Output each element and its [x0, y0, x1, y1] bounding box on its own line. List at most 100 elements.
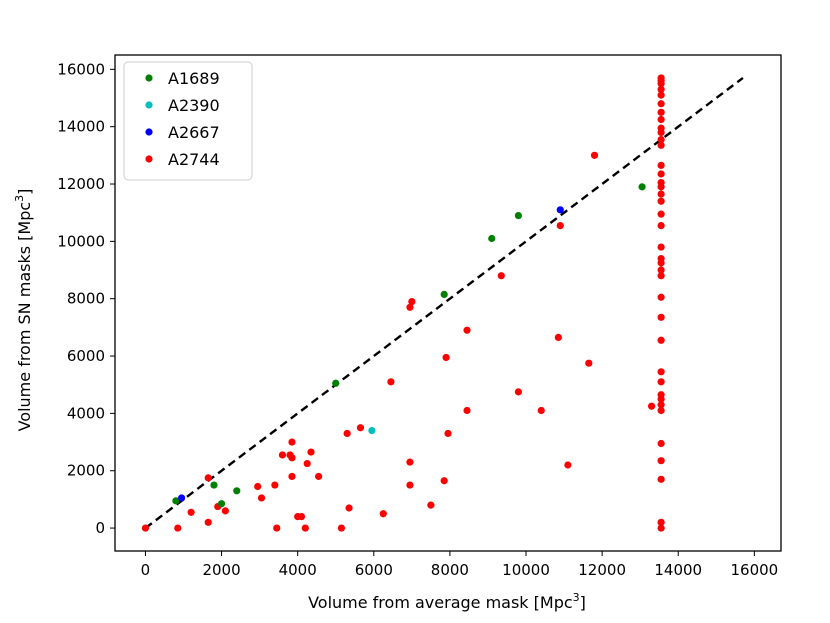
data-point	[657, 91, 665, 99]
data-point	[444, 429, 452, 438]
series-A2744	[141, 74, 665, 532]
y-tick-label: 8000	[67, 290, 105, 308]
legend-marker	[145, 128, 153, 136]
data-point	[554, 333, 562, 342]
series-A2667	[178, 206, 564, 502]
data-point	[172, 497, 180, 505]
data-point	[288, 438, 296, 446]
legend: A1689 A2390 A2667 A2744	[123, 61, 253, 181]
data-point	[178, 494, 186, 502]
data-point	[537, 406, 545, 415]
data-point	[657, 368, 665, 376]
y-axis-label-close: ]	[15, 189, 34, 195]
x-tick-label: 6000	[355, 561, 393, 579]
data-point	[657, 401, 665, 409]
series-A1689	[172, 183, 646, 508]
y-tick-label: 4000	[67, 404, 105, 422]
data-point	[463, 406, 471, 415]
data-point	[638, 183, 646, 191]
data-point	[406, 458, 414, 466]
data-point	[657, 243, 665, 251]
legend-marker	[145, 155, 153, 163]
data-point	[273, 524, 281, 532]
data-point	[288, 472, 296, 481]
y-axis-label-exponent: 3	[13, 195, 26, 202]
data-point	[657, 266, 665, 274]
x-tick-label: 0	[141, 561, 151, 579]
data-point	[187, 508, 195, 516]
plot-border	[114, 54, 782, 552]
reference-line-group	[144, 76, 744, 530]
data-point	[257, 494, 266, 502]
x-tick-label: 10000	[502, 561, 550, 579]
legend-marker	[145, 74, 153, 82]
data-point	[301, 524, 309, 532]
data-point	[303, 459, 311, 468]
data-point	[657, 170, 665, 178]
x-tick-label: 12000	[578, 561, 626, 579]
data-point	[564, 461, 572, 469]
data-point	[210, 481, 218, 489]
data-point	[657, 124, 665, 132]
legend-label: A2744	[168, 150, 220, 169]
data-point	[657, 378, 665, 386]
x-tick-label: 4000	[279, 561, 317, 579]
y-tick-label: 2000	[67, 462, 105, 480]
data-point	[332, 379, 340, 387]
data-point	[497, 272, 505, 280]
data-point	[657, 439, 665, 448]
y-tick-label: 6000	[67, 347, 105, 365]
y-tick-label: 16000	[57, 60, 105, 78]
data-point	[648, 402, 656, 410]
data-point	[657, 272, 665, 280]
data-point	[343, 429, 351, 438]
data-point	[204, 474, 212, 482]
data-point	[556, 206, 564, 214]
x-axis-label-exponent: 3	[573, 591, 580, 604]
data-point	[254, 482, 262, 491]
x-tick-label: 8000	[431, 561, 469, 579]
data-point	[387, 378, 395, 386]
data-point	[657, 190, 665, 198]
data-point	[315, 472, 323, 481]
data-point	[368, 426, 376, 435]
y-tick-label: 0	[95, 519, 105, 537]
y-axis-label-text: Volume from SN masks [Mpc	[15, 202, 34, 432]
data-point	[278, 451, 287, 459]
data-point	[590, 151, 599, 159]
data-point	[345, 504, 353, 512]
data-point	[657, 115, 665, 124]
x-axis-label-text: Volume from average mask [Mpc	[308, 593, 573, 612]
data-point	[307, 448, 315, 456]
x-axis-label-close: ]	[580, 593, 586, 612]
data-point	[657, 524, 665, 532]
legend-box	[123, 61, 253, 181]
legend-marker	[145, 101, 153, 109]
y-axis-label: Volume from SN masks [Mpc3]	[13, 189, 34, 432]
data-point	[514, 211, 523, 220]
data-point	[440, 290, 448, 298]
data-point	[488, 234, 496, 243]
y-tick-label: 12000	[57, 175, 105, 193]
y-tick-label: 14000	[57, 118, 105, 136]
data-point	[657, 108, 665, 116]
y-axis-ticks: 0 2000 4000 6000 8000 10000 12000 14000 16000	[57, 60, 115, 537]
data-point	[657, 518, 665, 526]
data-point	[657, 161, 665, 169]
data-point	[406, 303, 414, 311]
data-point	[657, 178, 665, 187]
data-point	[408, 297, 416, 306]
data-point	[463, 326, 471, 334]
plot-frame	[114, 54, 782, 552]
data-point	[141, 524, 150, 532]
x-axis-label: Volume from average mask [Mpc3]	[308, 591, 586, 612]
data-point	[585, 359, 593, 367]
data-point	[657, 100, 665, 108]
data-point	[657, 313, 665, 321]
data-point	[442, 353, 450, 362]
data-point	[657, 210, 665, 218]
x-axis-ticks: 0 2000 4000 6000 8000 10000 12000 14000 16000	[141, 551, 778, 579]
data-point	[556, 221, 564, 230]
data-point	[427, 501, 435, 509]
